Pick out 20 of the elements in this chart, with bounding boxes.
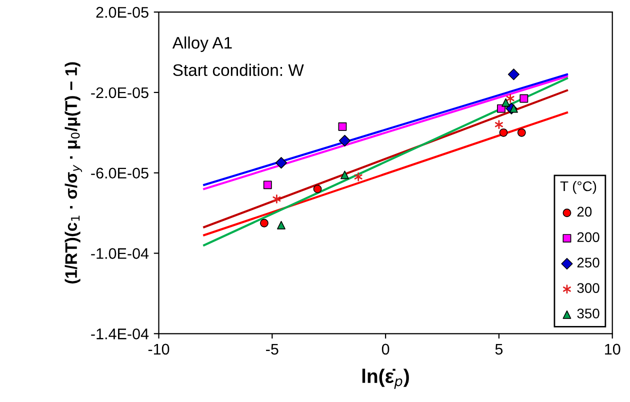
legend-label: 20 bbox=[577, 206, 592, 217]
x-tick-label: 5 bbox=[495, 344, 503, 355]
y-axis-title: (1/RT)(c$_{1}$ · σ/σ$_{y}$ · μ$_{0}$/μ(T) − 1) bbox=[64, 62, 82, 284]
x-axis-title: ln(ε̇$_{p}$) bbox=[362, 368, 409, 389]
legend-label: 200 bbox=[577, 232, 600, 242]
y-tick-label: -1.4E-04 bbox=[91, 328, 149, 340]
y-tick-label: -6.0E-05 bbox=[91, 168, 148, 179]
legend-label: 350 bbox=[577, 308, 600, 318]
x-tick-label: 10 bbox=[605, 344, 620, 355]
y-tick-label: -1.0E-04 bbox=[91, 248, 149, 259]
y-tick-label: 2.0E-05 bbox=[96, 6, 148, 18]
y-tick-label: -2.0E-05 bbox=[91, 87, 148, 98]
legend-label: 300 bbox=[577, 283, 600, 293]
x-tick-label: 0 bbox=[382, 344, 390, 355]
annotation: Start condition: W bbox=[173, 64, 304, 76]
x-tick-label: -5 bbox=[266, 344, 278, 355]
legend-title: T (°C) bbox=[560, 180, 596, 194]
annotation: Alloy A1 bbox=[172, 36, 232, 52]
legend-label: 250 bbox=[577, 258, 600, 268]
x-tick-label: -10 bbox=[148, 344, 170, 355]
